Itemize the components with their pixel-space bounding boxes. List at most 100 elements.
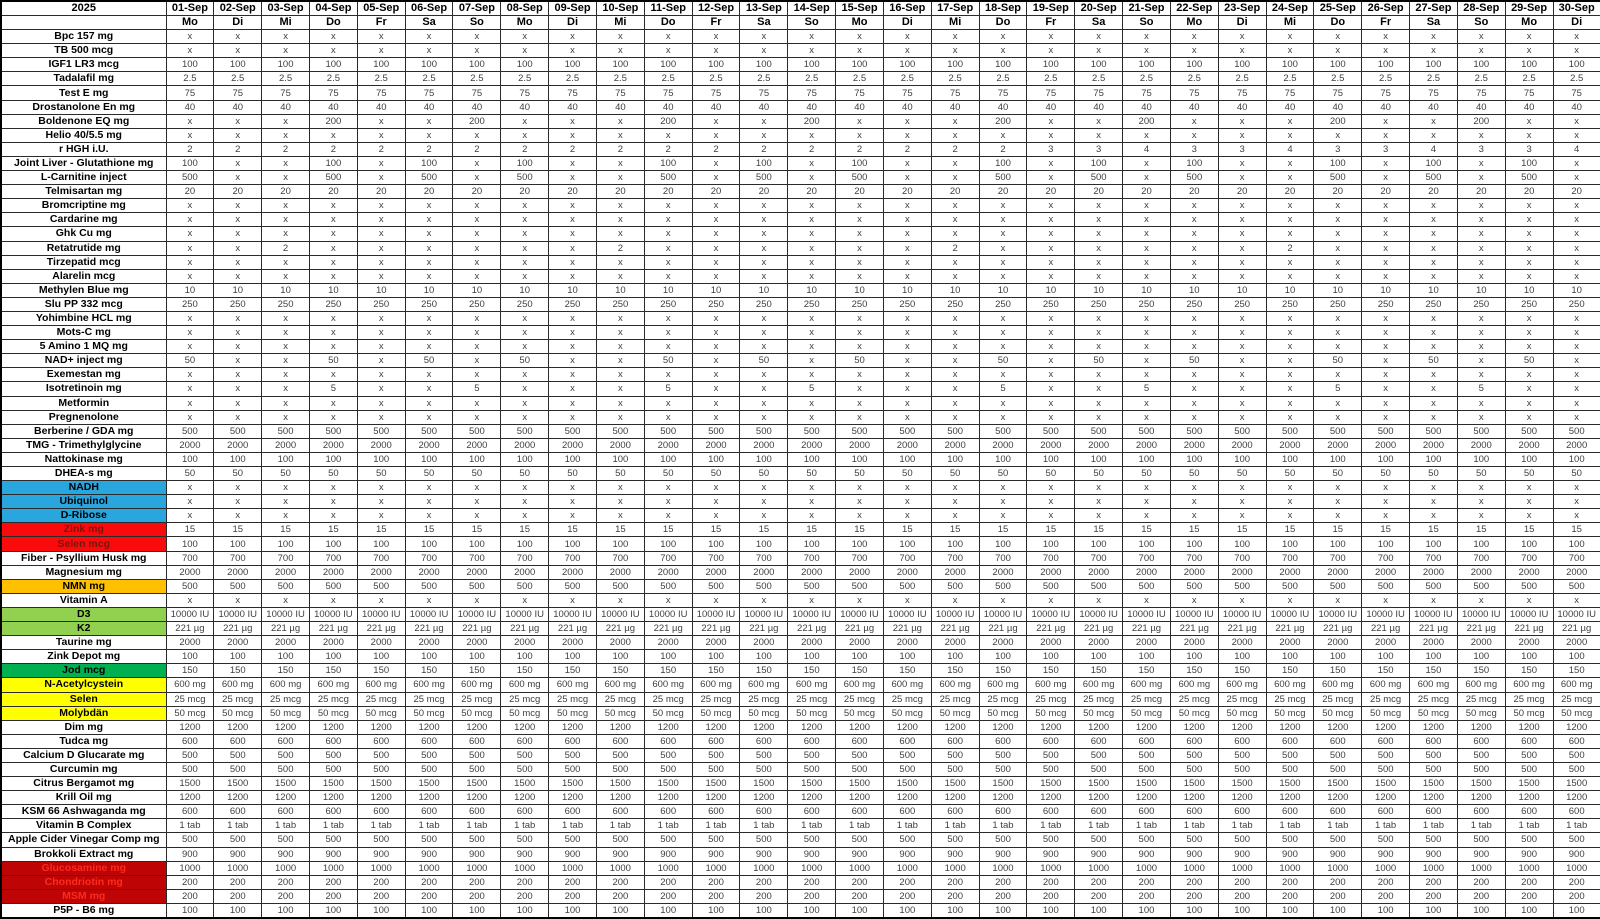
cell[interactable]: 900: [548, 846, 597, 862]
cell[interactable]: 100: [978, 649, 1028, 665]
cell[interactable]: x: [882, 268, 932, 284]
cell[interactable]: 600: [1026, 804, 1076, 820]
cell[interactable]: 2000: [356, 437, 406, 453]
cell[interactable]: x: [691, 367, 741, 383]
cell[interactable]: x: [1265, 226, 1315, 242]
cell[interactable]: 100: [835, 451, 884, 468]
cell[interactable]: 100: [643, 57, 693, 73]
cell[interactable]: x: [500, 367, 550, 383]
cell[interactable]: x: [548, 155, 597, 172]
cell[interactable]: 5: [1122, 381, 1171, 397]
cell[interactable]: x: [1265, 254, 1315, 270]
cell[interactable]: 900: [1361, 846, 1411, 862]
cell[interactable]: 15: [213, 522, 263, 538]
cell[interactable]: 500: [1074, 170, 1124, 186]
cell[interactable]: 25 mcg: [1074, 691, 1124, 707]
cell[interactable]: x: [1217, 226, 1267, 242]
row-label[interactable]: Tadalafil mg: [0, 71, 167, 87]
cell[interactable]: x: [261, 367, 310, 383]
cell[interactable]: 100: [356, 649, 406, 665]
cell[interactable]: x: [356, 155, 406, 172]
cell[interactable]: 500: [1552, 747, 1600, 763]
cell[interactable]: 250: [882, 296, 932, 312]
cell[interactable]: 100: [1169, 536, 1219, 552]
cell[interactable]: 500: [1504, 832, 1554, 848]
cell[interactable]: 500: [691, 423, 741, 439]
cell[interactable]: x: [643, 367, 693, 383]
cell[interactable]: 600: [595, 804, 645, 820]
cell[interactable]: x: [787, 494, 837, 510]
weekday-header[interactable]: Do: [978, 14, 1028, 31]
cell[interactable]: 2.5: [1217, 71, 1267, 87]
cell[interactable]: x: [1409, 395, 1458, 411]
cell[interactable]: 2.5: [548, 71, 597, 87]
cell[interactable]: x: [691, 508, 741, 524]
cell[interactable]: x: [308, 226, 358, 242]
cell[interactable]: x: [452, 310, 502, 327]
cell[interactable]: 500: [548, 578, 597, 594]
cell[interactable]: 2000: [1217, 564, 1267, 580]
cell[interactable]: 2000: [308, 564, 358, 580]
cell[interactable]: x: [261, 127, 310, 143]
cell[interactable]: 900: [882, 846, 932, 862]
cell[interactable]: 200: [882, 874, 932, 890]
cell[interactable]: 2000: [356, 564, 406, 580]
cell[interactable]: 600: [643, 804, 693, 820]
cell[interactable]: 10000 IU: [404, 606, 454, 623]
cell[interactable]: 500: [404, 761, 454, 778]
cell[interactable]: x: [356, 43, 406, 59]
cell[interactable]: x: [213, 325, 263, 341]
cell[interactable]: 20: [1409, 184, 1458, 200]
cell[interactable]: 600: [548, 733, 597, 749]
cell[interactable]: x: [787, 339, 837, 355]
cell[interactable]: x: [643, 339, 693, 355]
cell[interactable]: 500: [1361, 578, 1411, 594]
row-label[interactable]: Zink Depot mg: [0, 649, 167, 665]
cell[interactable]: 40: [882, 99, 932, 115]
cell[interactable]: 10: [261, 282, 310, 298]
cell[interactable]: x: [930, 339, 980, 355]
cell[interactable]: 500: [643, 761, 693, 778]
cell[interactable]: 2000: [404, 635, 454, 651]
cell[interactable]: x: [261, 43, 310, 59]
cell[interactable]: x: [1026, 367, 1076, 383]
cell[interactable]: 100: [1456, 536, 1506, 552]
cell[interactable]: x: [1504, 113, 1554, 129]
cell[interactable]: x: [404, 494, 454, 510]
cell[interactable]: 700: [882, 550, 932, 566]
cell[interactable]: 150: [165, 663, 215, 679]
cell[interactable]: 200: [930, 888, 980, 904]
cell[interactable]: x: [691, 339, 741, 355]
cell[interactable]: 50: [165, 465, 215, 482]
cell[interactable]: 2000: [787, 635, 837, 651]
cell[interactable]: x: [548, 226, 597, 242]
cell[interactable]: 1200: [882, 790, 932, 806]
cell[interactable]: 50 mcg: [452, 705, 502, 721]
cell[interactable]: 900: [835, 846, 884, 862]
cell[interactable]: 5: [643, 381, 693, 397]
cell[interactable]: x: [261, 212, 310, 228]
cell[interactable]: x: [1074, 339, 1124, 355]
cell[interactable]: 600: [308, 733, 358, 749]
cell[interactable]: x: [1026, 339, 1076, 355]
cell[interactable]: 20: [165, 184, 215, 200]
cell[interactable]: 20: [1217, 184, 1267, 200]
cell[interactable]: 2000: [835, 635, 884, 651]
cell[interactable]: 100: [595, 902, 645, 919]
cell[interactable]: x: [1169, 339, 1219, 355]
cell[interactable]: 500: [691, 832, 741, 848]
cell[interactable]: 1 tab: [882, 818, 932, 834]
cell[interactable]: 2000: [452, 635, 502, 651]
cell[interactable]: x: [691, 113, 741, 129]
cell[interactable]: 600 mg: [452, 677, 502, 693]
cell[interactable]: 15: [1361, 522, 1411, 538]
cell[interactable]: 100: [1552, 451, 1600, 468]
cell[interactable]: 600 mg: [213, 677, 263, 693]
cell[interactable]: 700: [165, 550, 215, 566]
date-header[interactable]: 17-Sep: [930, 0, 980, 16]
cell[interactable]: x: [1122, 43, 1171, 59]
cell[interactable]: 20: [404, 184, 454, 200]
cell[interactable]: 100: [308, 536, 358, 552]
cell[interactable]: x: [787, 198, 837, 214]
cell[interactable]: 2000: [404, 437, 454, 453]
